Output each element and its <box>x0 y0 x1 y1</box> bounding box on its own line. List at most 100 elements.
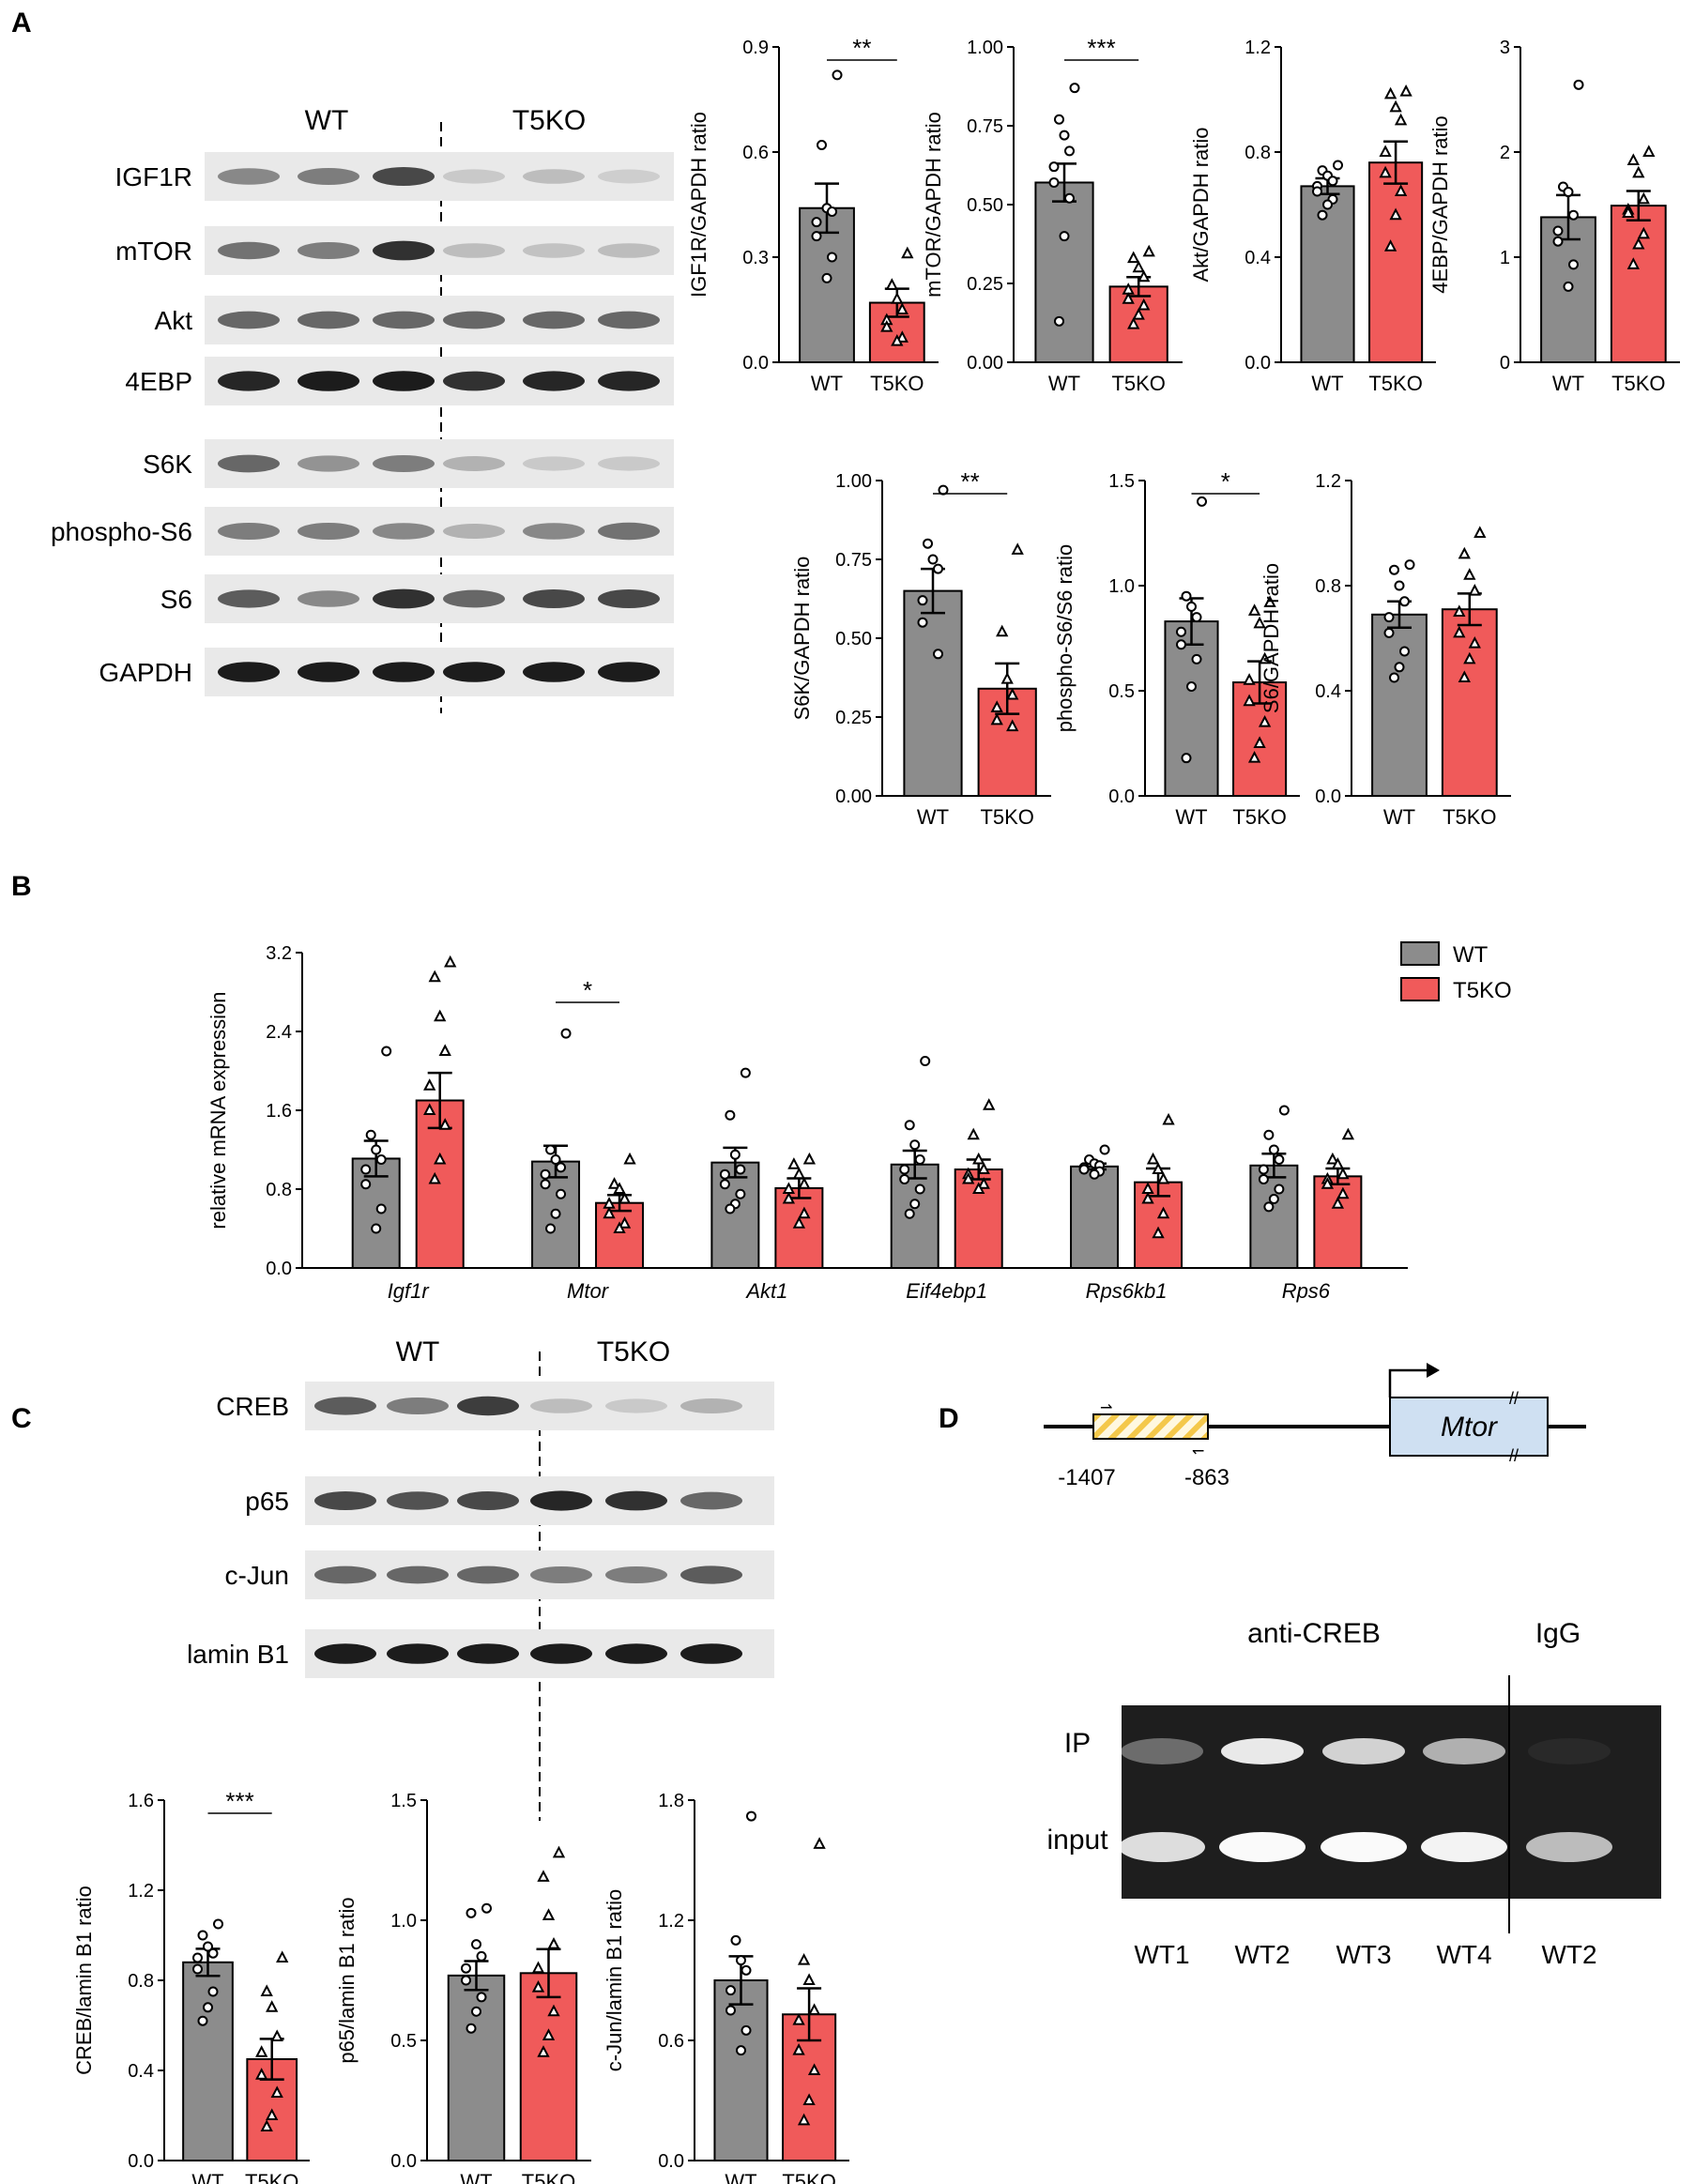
data-point <box>1383 612 1395 623</box>
blot-band <box>598 243 660 258</box>
data-point <box>1389 99 1402 113</box>
data-point <box>260 1984 273 1996</box>
data-point <box>1243 673 1256 685</box>
data-point <box>1258 1174 1269 1184</box>
promoter-region-box <box>1092 1413 1209 1440</box>
y-axis-label: p65/lamin B1 ratio <box>335 1897 359 2063</box>
data-point <box>1399 646 1410 657</box>
data-point <box>1127 317 1140 329</box>
data-point <box>1247 751 1261 763</box>
blot-band <box>298 523 359 540</box>
data-point <box>438 1044 451 1056</box>
blot-band <box>457 1565 519 1584</box>
data-point <box>207 1947 219 1959</box>
x-tick-label: Eif4ebp1 <box>906 1279 987 1303</box>
data-point <box>365 1129 376 1140</box>
data-point <box>434 1152 447 1165</box>
data-point <box>725 1985 736 1996</box>
data-point <box>537 2045 550 2057</box>
x-tick-label: Rps6kb1 <box>1086 1279 1168 1303</box>
bar-chart-6: 0.0 0.5 1.0 1.5 phospho-S6/S6 ratio WT T5KO * <box>1053 467 1300 829</box>
blot-c-row-creb: CREB <box>216 1382 774 1430</box>
data-point <box>1156 1206 1170 1219</box>
data-point <box>466 2023 477 2034</box>
data-point <box>990 700 1003 712</box>
data-point <box>972 1152 985 1165</box>
data-point <box>1059 231 1070 242</box>
significance-label: *** <box>225 1787 253 1815</box>
y-tick-label: 1.5 <box>1108 471 1135 492</box>
blot-band <box>298 590 359 607</box>
blot-row-label: S6 <box>160 585 192 614</box>
data-point <box>613 1182 626 1194</box>
chip-gel: WT1 WT2 WT3 WT4 WT2 <box>1119 1675 1661 1969</box>
data-point <box>1336 1167 1350 1180</box>
y-tick-label: 0.8 <box>1245 143 1271 163</box>
x-tick-label: T5KO <box>522 2170 575 2184</box>
gel-lane-label: WT4 <box>1436 1940 1491 1969</box>
y-tick-label: 1.6 <box>128 1791 154 1811</box>
data-point <box>461 1975 471 1986</box>
data-point <box>792 1216 806 1229</box>
data-point <box>735 1164 746 1175</box>
position-start-label: -1407 <box>1058 1465 1115 1490</box>
data-point <box>821 272 832 283</box>
data-point <box>1146 1152 1160 1165</box>
data-point <box>1253 736 1266 748</box>
blot-strip <box>205 226 674 275</box>
data-point <box>476 1992 487 2003</box>
blot-band <box>457 1491 519 1510</box>
data-point <box>792 1167 806 1180</box>
blot-band <box>523 456 585 471</box>
data-point <box>741 2024 752 2036</box>
y-tick-label: 0.8 <box>1315 576 1341 597</box>
data-point <box>1632 165 1645 178</box>
blot-row-label: phospho-S6 <box>51 517 192 546</box>
blot-band <box>443 589 505 608</box>
data-point <box>266 2000 279 2012</box>
blot-band <box>443 524 505 539</box>
y-tick-label: 0.0 <box>1315 787 1341 807</box>
data-point <box>1389 564 1399 575</box>
data-point <box>1078 1164 1090 1175</box>
reverse-primer-icon: ↽ <box>1192 1443 1204 1459</box>
data-point <box>813 1837 826 1849</box>
x-tick-label: T5KO <box>1111 372 1165 395</box>
bar-wt <box>1034 181 1094 363</box>
bar-wt <box>713 1979 769 2161</box>
data-point <box>1463 568 1476 580</box>
blot-a-row-s6: S6 <box>160 574 674 623</box>
y-axis-label: 4EBP/GAPDH ratio <box>1428 115 1452 294</box>
data-point <box>736 2045 746 2056</box>
y-tick-label: 0.0 <box>1245 353 1271 374</box>
data-point <box>550 1154 561 1165</box>
blot-band <box>373 167 435 186</box>
x-tick-label: Akt1 <box>744 1279 787 1303</box>
data-point <box>729 1149 741 1160</box>
bar-chart-7: 0.0 0.4 0.8 1.2 S6/GAPDH ratio WT T5KO <box>1260 471 1511 829</box>
y-tick-label: 0.8 <box>266 1180 292 1200</box>
data-point <box>1186 681 1197 693</box>
data-point <box>901 246 914 259</box>
y-axis-label: relative mRNA expression <box>206 991 230 1229</box>
blot-row-label: 4EBP <box>125 367 192 396</box>
blot-band <box>457 1643 519 1664</box>
mtor-promoter-diagram: ⇀ ↽ Mtor // // -1407 -863 anti-CREB IgG … <box>1044 1363 1586 1856</box>
data-point <box>560 1028 572 1039</box>
y-tick-label: 0.0 <box>128 2151 154 2172</box>
y-tick-label: 0 <box>1500 353 1510 374</box>
blot-a-row-gapdh: GAPDH <box>99 648 674 696</box>
data-point <box>797 2113 811 2126</box>
bar-t5ko <box>1610 205 1667 363</box>
data-point <box>895 302 909 314</box>
gene-break-bottom-icon: // <box>1509 1446 1519 1465</box>
y-tick-label: 0.6 <box>658 2031 684 2052</box>
blot-band <box>373 662 435 682</box>
data-point <box>1048 176 1060 188</box>
data-point <box>1181 590 1192 602</box>
blot-band <box>218 311 280 329</box>
data-point <box>1331 1157 1345 1169</box>
data-point <box>476 1950 487 1962</box>
data-point <box>1637 226 1650 239</box>
blot-band <box>598 589 660 608</box>
